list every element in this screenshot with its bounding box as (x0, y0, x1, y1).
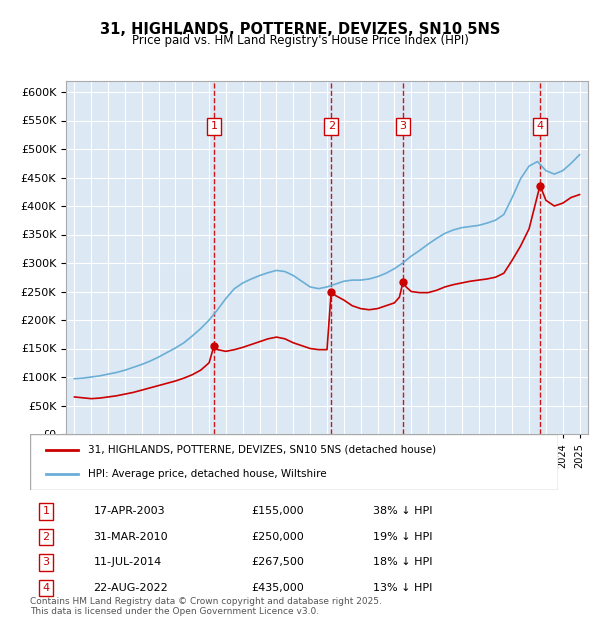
Text: 31-MAR-2010: 31-MAR-2010 (94, 532, 168, 542)
Text: £435,000: £435,000 (252, 583, 305, 593)
Text: HPI: Average price, detached house, Wiltshire: HPI: Average price, detached house, Wilt… (88, 469, 327, 479)
Text: 31, HIGHLANDS, POTTERNE, DEVIZES, SN10 5NS (detached house): 31, HIGHLANDS, POTTERNE, DEVIZES, SN10 5… (88, 445, 436, 454)
Text: 13% ↓ HPI: 13% ↓ HPI (373, 583, 433, 593)
Text: £250,000: £250,000 (252, 532, 305, 542)
Text: 11-JUL-2014: 11-JUL-2014 (94, 557, 161, 567)
Text: 2: 2 (42, 532, 49, 542)
Text: 4: 4 (42, 583, 49, 593)
FancyBboxPatch shape (30, 434, 558, 490)
Text: 3: 3 (43, 557, 49, 567)
Text: 1: 1 (211, 121, 218, 131)
Text: 2: 2 (328, 121, 335, 131)
Text: 22-AUG-2022: 22-AUG-2022 (94, 583, 168, 593)
Text: 1: 1 (43, 507, 49, 516)
Text: 3: 3 (400, 121, 407, 131)
Text: 31, HIGHLANDS, POTTERNE, DEVIZES, SN10 5NS: 31, HIGHLANDS, POTTERNE, DEVIZES, SN10 5… (100, 22, 500, 37)
Text: 18% ↓ HPI: 18% ↓ HPI (373, 557, 433, 567)
Text: 17-APR-2003: 17-APR-2003 (94, 507, 165, 516)
Text: 38% ↓ HPI: 38% ↓ HPI (373, 507, 433, 516)
Text: 19% ↓ HPI: 19% ↓ HPI (373, 532, 433, 542)
Text: Contains HM Land Registry data © Crown copyright and database right 2025.
This d: Contains HM Land Registry data © Crown c… (30, 597, 382, 616)
Text: Price paid vs. HM Land Registry's House Price Index (HPI): Price paid vs. HM Land Registry's House … (131, 34, 469, 47)
Text: £267,500: £267,500 (252, 557, 305, 567)
Text: £155,000: £155,000 (252, 507, 304, 516)
Text: 4: 4 (536, 121, 544, 131)
